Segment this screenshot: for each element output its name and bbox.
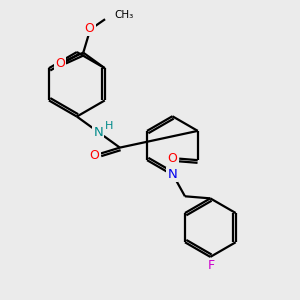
Text: N: N — [94, 126, 103, 139]
Text: O: O — [168, 152, 178, 165]
Text: O: O — [85, 22, 94, 35]
Text: F: F — [207, 259, 214, 272]
Text: O: O — [55, 57, 65, 70]
Text: N: N — [167, 168, 177, 181]
Text: H: H — [105, 121, 113, 130]
Text: O: O — [89, 148, 99, 162]
Text: CH₃: CH₃ — [115, 10, 134, 20]
